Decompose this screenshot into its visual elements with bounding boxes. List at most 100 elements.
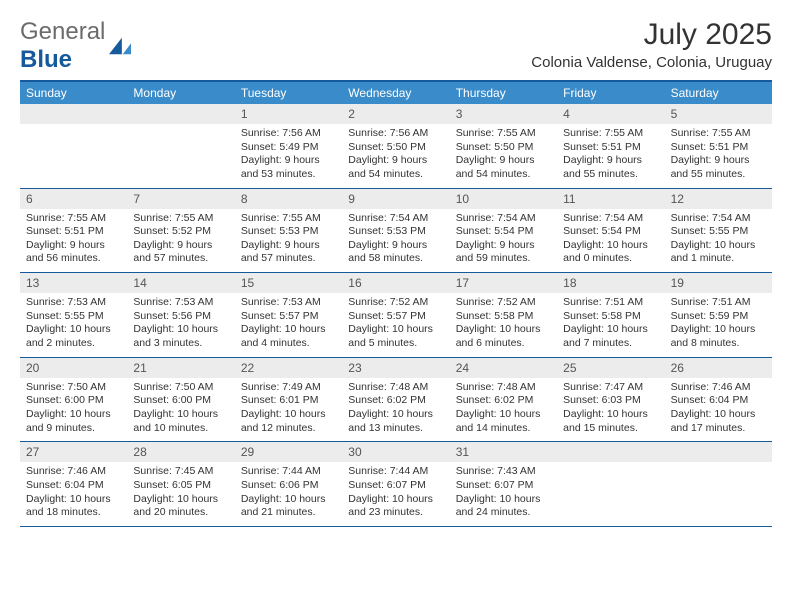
day-number: 9 (342, 189, 449, 209)
sunset-text: Sunset: 5:53 PM (241, 225, 336, 239)
calendar-cell: 1Sunrise: 7:56 AMSunset: 5:49 PMDaylight… (235, 104, 342, 188)
day-number: 21 (127, 358, 234, 378)
sunrise-text: Sunrise: 7:55 AM (26, 212, 121, 226)
day-number: 5 (665, 104, 772, 124)
day-data: Sunrise: 7:53 AMSunset: 5:55 PMDaylight:… (20, 293, 127, 357)
calendar-cell: 21Sunrise: 7:50 AMSunset: 6:00 PMDayligh… (127, 358, 234, 442)
day-data: Sunrise: 7:50 AMSunset: 6:00 PMDaylight:… (127, 378, 234, 442)
sunset-text: Sunset: 6:02 PM (456, 394, 551, 408)
day-number: 28 (127, 442, 234, 462)
calendar: Sunday Monday Tuesday Wednesday Thursday… (20, 80, 772, 527)
logo: General Blue (20, 18, 131, 74)
day-data: Sunrise: 7:55 AMSunset: 5:51 PMDaylight:… (665, 124, 772, 188)
daylight-text: Daylight: 9 hours and 59 minutes. (456, 239, 551, 266)
daylight-text: Daylight: 10 hours and 15 minutes. (563, 408, 658, 435)
day-number: 31 (450, 442, 557, 462)
logo-icon (109, 37, 131, 55)
daylight-text: Daylight: 10 hours and 4 minutes. (241, 323, 336, 350)
day-number: 8 (235, 189, 342, 209)
sunrise-text: Sunrise: 7:45 AM (133, 465, 228, 479)
daylight-text: Daylight: 9 hours and 55 minutes. (671, 154, 766, 181)
day-number: 24 (450, 358, 557, 378)
calendar-row: 1Sunrise: 7:56 AMSunset: 5:49 PMDaylight… (20, 104, 772, 189)
calendar-cell: 29Sunrise: 7:44 AMSunset: 6:06 PMDayligh… (235, 442, 342, 526)
daylight-text: Daylight: 9 hours and 55 minutes. (563, 154, 658, 181)
calendar-cell: 10Sunrise: 7:54 AMSunset: 5:54 PMDayligh… (450, 189, 557, 273)
day-data: Sunrise: 7:52 AMSunset: 5:58 PMDaylight:… (450, 293, 557, 357)
sunset-text: Sunset: 5:51 PM (671, 141, 766, 155)
day-data: Sunrise: 7:54 AMSunset: 5:54 PMDaylight:… (557, 209, 664, 273)
daylight-text: Daylight: 10 hours and 17 minutes. (671, 408, 766, 435)
calendar-cell: 31Sunrise: 7:43 AMSunset: 6:07 PMDayligh… (450, 442, 557, 526)
sunrise-text: Sunrise: 7:55 AM (563, 127, 658, 141)
sunrise-text: Sunrise: 7:54 AM (671, 212, 766, 226)
sunrise-text: Sunrise: 7:44 AM (348, 465, 443, 479)
sunrise-text: Sunrise: 7:49 AM (241, 381, 336, 395)
day-number: 2 (342, 104, 449, 124)
sunrise-text: Sunrise: 7:51 AM (671, 296, 766, 310)
daylight-text: Daylight: 10 hours and 6 minutes. (456, 323, 551, 350)
daylight-text: Daylight: 9 hours and 57 minutes. (133, 239, 228, 266)
day-number: 17 (450, 273, 557, 293)
sunrise-text: Sunrise: 7:56 AM (348, 127, 443, 141)
day-data: Sunrise: 7:53 AMSunset: 5:56 PMDaylight:… (127, 293, 234, 357)
sunset-text: Sunset: 5:54 PM (456, 225, 551, 239)
calendar-cell: 7Sunrise: 7:55 AMSunset: 5:52 PMDaylight… (127, 189, 234, 273)
day-number: 16 (342, 273, 449, 293)
daylight-text: Daylight: 10 hours and 23 minutes. (348, 493, 443, 520)
header-row: General Blue July 2025 Colonia Valdense,… (20, 18, 772, 74)
weekday-friday: Friday (557, 82, 664, 104)
sunset-text: Sunset: 5:57 PM (348, 310, 443, 324)
day-data: Sunrise: 7:49 AMSunset: 6:01 PMDaylight:… (235, 378, 342, 442)
sunset-text: Sunset: 5:58 PM (563, 310, 658, 324)
day-data (127, 124, 234, 184)
calendar-cell: 19Sunrise: 7:51 AMSunset: 5:59 PMDayligh… (665, 273, 772, 357)
daylight-text: Daylight: 9 hours and 57 minutes. (241, 239, 336, 266)
calendar-cell: 18Sunrise: 7:51 AMSunset: 5:58 PMDayligh… (557, 273, 664, 357)
day-number: 19 (665, 273, 772, 293)
weekday-tuesday: Tuesday (235, 82, 342, 104)
day-data: Sunrise: 7:54 AMSunset: 5:53 PMDaylight:… (342, 209, 449, 273)
daylight-text: Daylight: 9 hours and 54 minutes. (456, 154, 551, 181)
calendar-header-row: Sunday Monday Tuesday Wednesday Thursday… (20, 82, 772, 104)
day-data: Sunrise: 7:48 AMSunset: 6:02 PMDaylight:… (450, 378, 557, 442)
sunset-text: Sunset: 5:49 PM (241, 141, 336, 155)
day-number: 25 (557, 358, 664, 378)
day-data: Sunrise: 7:53 AMSunset: 5:57 PMDaylight:… (235, 293, 342, 357)
sunrise-text: Sunrise: 7:51 AM (563, 296, 658, 310)
sunset-text: Sunset: 5:58 PM (456, 310, 551, 324)
daylight-text: Daylight: 9 hours and 58 minutes. (348, 239, 443, 266)
day-data: Sunrise: 7:55 AMSunset: 5:53 PMDaylight:… (235, 209, 342, 273)
sunset-text: Sunset: 5:51 PM (26, 225, 121, 239)
day-data: Sunrise: 7:43 AMSunset: 6:07 PMDaylight:… (450, 462, 557, 526)
sunrise-text: Sunrise: 7:48 AM (348, 381, 443, 395)
sunrise-text: Sunrise: 7:50 AM (26, 381, 121, 395)
day-number: 3 (450, 104, 557, 124)
sunrise-text: Sunrise: 7:55 AM (671, 127, 766, 141)
weekday-thursday: Thursday (450, 82, 557, 104)
day-number: 4 (557, 104, 664, 124)
sunrise-text: Sunrise: 7:46 AM (26, 465, 121, 479)
sunset-text: Sunset: 5:50 PM (456, 141, 551, 155)
sunrise-text: Sunrise: 7:55 AM (241, 212, 336, 226)
sunrise-text: Sunrise: 7:46 AM (671, 381, 766, 395)
sunrise-text: Sunrise: 7:55 AM (456, 127, 551, 141)
calendar-cell: 2Sunrise: 7:56 AMSunset: 5:50 PMDaylight… (342, 104, 449, 188)
calendar-cell: 27Sunrise: 7:46 AMSunset: 6:04 PMDayligh… (20, 442, 127, 526)
calendar-cell: 3Sunrise: 7:55 AMSunset: 5:50 PMDaylight… (450, 104, 557, 188)
day-data: Sunrise: 7:55 AMSunset: 5:50 PMDaylight:… (450, 124, 557, 188)
calendar-cell: 26Sunrise: 7:46 AMSunset: 6:04 PMDayligh… (665, 358, 772, 442)
sunset-text: Sunset: 5:57 PM (241, 310, 336, 324)
day-data: Sunrise: 7:55 AMSunset: 5:51 PMDaylight:… (20, 209, 127, 273)
day-data: Sunrise: 7:44 AMSunset: 6:06 PMDaylight:… (235, 462, 342, 526)
daylight-text: Daylight: 10 hours and 0 minutes. (563, 239, 658, 266)
calendar-cell: 6Sunrise: 7:55 AMSunset: 5:51 PMDaylight… (20, 189, 127, 273)
day-number: 29 (235, 442, 342, 462)
day-data: Sunrise: 7:56 AMSunset: 5:49 PMDaylight:… (235, 124, 342, 188)
daylight-text: Daylight: 10 hours and 18 minutes. (26, 493, 121, 520)
daylight-text: Daylight: 10 hours and 20 minutes. (133, 493, 228, 520)
sunrise-text: Sunrise: 7:54 AM (563, 212, 658, 226)
day-number (127, 104, 234, 124)
logo-text: General Blue (20, 18, 105, 74)
location: Colonia Valdense, Colonia, Uruguay (531, 54, 772, 71)
